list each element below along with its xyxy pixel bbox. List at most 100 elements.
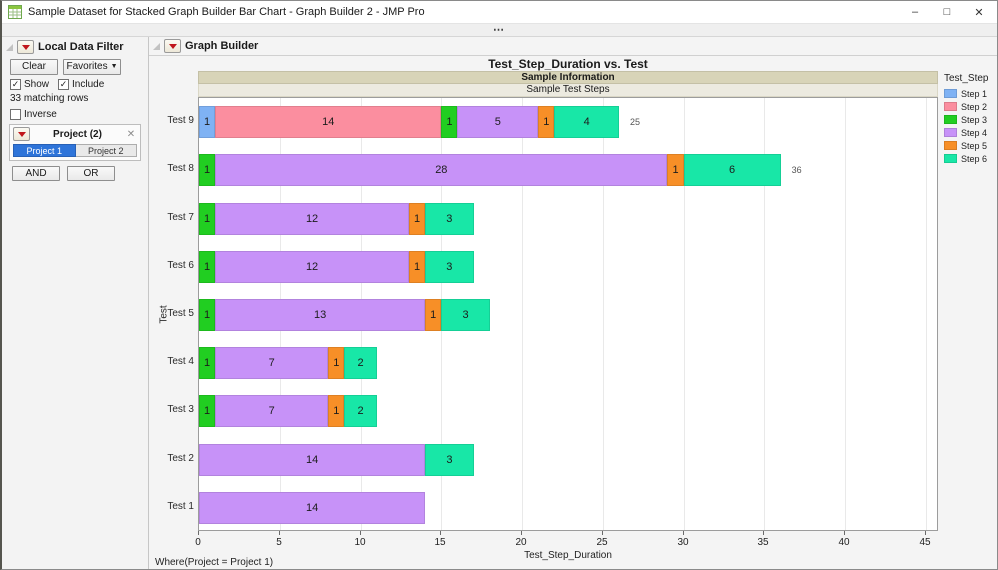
bar-segment-step-6[interactable]: 3 [441,299,490,331]
x-tick-label[interactable]: 25 [596,537,608,548]
bar-segment-step-5[interactable]: 1 [538,106,555,138]
bar-segment-step-4[interactable]: 13 [215,299,426,331]
x-tick-label[interactable]: 20 [515,537,527,548]
y-tick-label[interactable]: Test 4 [167,356,194,367]
x-tick-label[interactable]: 15 [434,537,446,548]
close-icon[interactable]: ✕ [126,128,136,140]
bar-segment-step-6[interactable]: 2 [344,395,377,427]
bar-segment-step-3[interactable]: 1 [199,299,216,331]
x-tick-label[interactable]: 45 [919,537,931,548]
bar-segment-step-3[interactable]: 1 [199,347,216,379]
bar-segment-step-3[interactable]: 1 [199,251,216,283]
bar-segment-step-3[interactable]: 1 [199,395,216,427]
minimize-button[interactable]: – [911,6,919,18]
close-button[interactable]: ✕ [974,6,984,19]
x-tick-label[interactable]: 5 [276,537,282,548]
bar-test-1: 14 [199,492,426,524]
include-label: Include [72,79,105,90]
legend-item-step-1[interactable]: Step 1 [944,87,988,100]
legend-item-step-5[interactable]: Step 5 [944,139,988,152]
y-tick-label[interactable]: Test 5 [167,308,194,319]
bar-segment-step-1[interactable]: 1 [199,106,216,138]
plot-area[interactable]: 1 14 1 5 1 4 25 1 28 1 6 36 1 12 1 3 1 12 1 3 1 13 1 3 1 7 1 2 1 7 1 2 1… [198,97,938,531]
gridline [684,98,685,530]
bar-segment-step-6[interactable]: 2 [344,347,377,379]
toolbar-strip: ⋯ [2,23,997,37]
project-2-filter-button[interactable]: Project 2 [75,144,137,157]
y-tick-label[interactable]: Test 9 [167,115,194,126]
or-button[interactable]: OR [67,166,115,181]
collapse-triangle-icon[interactable] [6,43,13,51]
legend-item-step-3[interactable]: Step 3 [944,113,988,126]
collapse-triangle-icon[interactable] [153,42,160,50]
include-checkbox-item[interactable]: ✓ Include [58,79,104,90]
clear-button[interactable]: Clear [10,59,58,75]
legend-label: Step 3 [961,114,988,125]
y-tick-label[interactable]: Test 3 [167,404,194,415]
x-tick-label[interactable]: 40 [838,537,850,548]
bar-segment-step-5[interactable]: 1 [328,347,345,379]
bar-segment-step-5[interactable]: 1 [667,154,684,186]
show-checkbox[interactable]: ✓ [10,79,21,90]
red-triangle-icon [168,43,177,49]
bar-segment-step-4[interactable]: 12 [215,251,409,283]
favorites-dropdown-button[interactable]: Favorites ▼ [63,59,121,75]
bar-segment-step-4[interactable]: 28 [215,154,668,186]
chevron-down-icon: ▼ [110,63,118,70]
bar-segment-step-4[interactable]: 5 [457,106,539,138]
x-tick-label[interactable]: 35 [757,537,769,548]
bar-segment-step-6[interactable]: 3 [425,203,474,235]
toolbar-overflow-handle[interactable]: ⋯ [493,24,506,36]
y-tick-label[interactable]: Test 1 [167,501,194,512]
bar-segment-step-4[interactable]: 7 [215,347,329,379]
bar-segment-step-3[interactable]: 1 [199,154,216,186]
gridline [522,98,523,530]
bar-segment-step-4[interactable]: 14 [199,492,426,524]
bar-segment-step-4[interactable]: 14 [199,444,426,476]
bar-segment-step-5[interactable]: 1 [409,251,426,283]
and-button[interactable]: AND [12,166,60,181]
include-checkbox[interactable]: ✓ [58,79,70,90]
show-label: Show [24,79,50,90]
bar-segment-step-6[interactable]: 4 [554,106,619,138]
bar-segment-step-3[interactable]: 1 [199,203,216,235]
bar-segment-step-4[interactable]: 7 [215,395,329,427]
y-tick-label[interactable]: Test 2 [167,453,194,464]
x-tick-label[interactable]: 10 [354,537,366,548]
red-triangle-menu-button[interactable] [164,39,181,53]
bar-segment-step-3[interactable]: 1 [441,106,458,138]
bar-segment-step-5[interactable]: 1 [409,203,426,235]
bar-segment-step-6[interactable]: 3 [425,444,474,476]
bar-segment-step-6[interactable]: 3 [425,251,474,283]
axis-tick [521,531,522,535]
legend-swatch-icon [944,89,957,98]
bar-test-6: 1 12 1 3 [199,251,474,283]
gridline [926,98,927,530]
bar-test-7: 1 12 1 3 [199,203,474,235]
axis-tick [683,531,684,535]
x-tick-label[interactable]: 30 [677,537,689,548]
y-tick-label[interactable]: Test 8 [167,163,194,174]
bar-segment-step-2[interactable]: 14 [215,106,442,138]
x-axis-title: Test_Step_Duration [524,550,612,561]
y-tick-label[interactable]: Test 7 [167,212,194,223]
inverse-checkbox[interactable] [10,109,21,120]
bar-total-label: 36 [791,165,802,175]
bar-segment-step-5[interactable]: 1 [328,395,345,427]
project-1-filter-button[interactable]: Project 1 [13,144,76,157]
show-checkbox-item[interactable]: ✓ Show [10,79,49,90]
legend-item-step-2[interactable]: Step 2 [944,100,988,113]
red-triangle-menu-button[interactable] [17,40,34,54]
maximize-button[interactable]: □ [943,6,951,18]
y-tick-label[interactable]: Test 6 [167,260,194,271]
x-tick-label[interactable]: 0 [195,537,201,548]
legend-item-step-6[interactable]: Step 6 [944,152,988,165]
project-filter-title: Project (2) [53,128,102,140]
bar-segment-step-6[interactable]: 6 [683,154,781,186]
gridline [764,98,765,530]
legend-item-step-4[interactable]: Step 4 [944,126,988,139]
project-red-triangle-menu-button[interactable] [13,127,30,141]
bar-segment-step-4[interactable]: 12 [215,203,409,235]
inverse-checkbox-item[interactable]: Inverse [10,109,140,120]
bar-segment-step-5[interactable]: 1 [425,299,442,331]
